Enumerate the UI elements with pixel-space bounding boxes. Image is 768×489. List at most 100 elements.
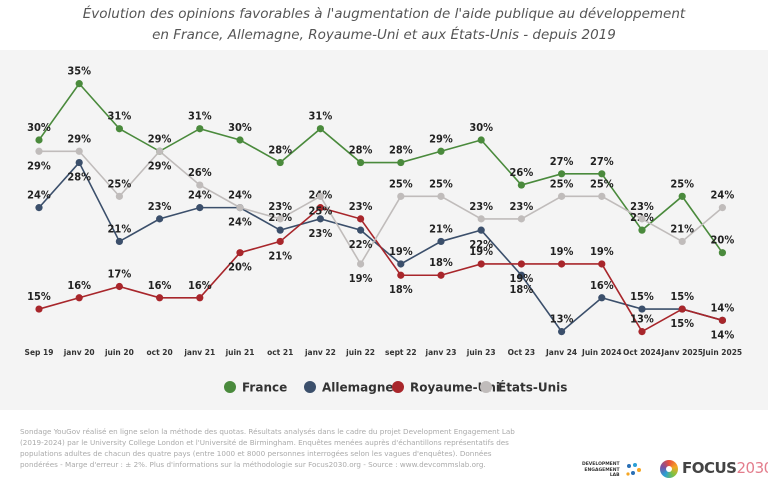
data-label: 23% (349, 200, 373, 213)
data-label: 14% (711, 328, 735, 341)
x-tick-label: juin 21 (225, 348, 255, 357)
data-point (558, 260, 566, 268)
x-tick-label: Janv 24 (545, 348, 577, 357)
data-point (718, 316, 727, 324)
data-point (598, 260, 606, 268)
data-label: 15% (670, 317, 694, 330)
data-label: 31% (188, 110, 212, 123)
data-point (196, 204, 204, 212)
x-tick-label: janv 23 (425, 348, 457, 357)
data-label: 31% (309, 110, 333, 123)
data-point (236, 136, 244, 144)
data-point (75, 294, 83, 302)
legend-label: Allemagne (322, 381, 394, 395)
data-point (397, 192, 405, 200)
data-point (718, 249, 727, 257)
focus2030-logo: FOCUS2030 (682, 459, 768, 477)
data-point (316, 215, 324, 223)
data-label: 19% (469, 245, 493, 258)
focus2030-logo-icon (660, 460, 678, 478)
data-label: 27% (550, 155, 574, 168)
x-tick-label: Oct 2024 (623, 348, 661, 357)
data-label: 18% (389, 283, 413, 296)
data-label: 25% (108, 177, 132, 190)
data-label: 28% (349, 144, 373, 157)
data-label: 24% (228, 216, 252, 229)
data-label: 24% (711, 189, 735, 202)
data-label: 16% (590, 279, 614, 292)
data-label: 26% (188, 166, 212, 179)
data-point (397, 271, 405, 279)
data-label: 29% (148, 159, 172, 172)
data-point (115, 125, 123, 133)
series-line-2 (38, 206, 723, 333)
data-label: 23% (309, 227, 333, 240)
legend-marker (392, 381, 404, 393)
data-point (196, 294, 204, 302)
data-label: 28% (268, 144, 292, 157)
data-label: 19% (590, 245, 614, 258)
legend-marker (224, 381, 236, 393)
x-tick-label: janv 22 (304, 348, 336, 357)
data-point (75, 80, 83, 88)
legend-label: États-Unis (498, 380, 567, 395)
data-point (638, 215, 646, 223)
data-point (115, 282, 123, 291)
subtitle-line: en France, Allemagne, Royaume-Uni et aux… (152, 27, 616, 43)
data-point (558, 327, 566, 336)
data-point (397, 260, 405, 268)
data-label: 23% (268, 200, 292, 213)
data-point (316, 204, 324, 212)
data-label: 21% (429, 222, 453, 235)
data-point (357, 260, 365, 268)
data-point (437, 147, 445, 155)
data-point (638, 327, 646, 336)
data-label: 23% (510, 200, 534, 213)
data-point (598, 170, 606, 178)
data-label: 30% (228, 121, 252, 134)
data-point (678, 192, 686, 200)
data-point (558, 192, 566, 200)
data-point (75, 147, 83, 155)
x-tick-label: Oct 23 (508, 348, 535, 357)
data-label: 21% (108, 222, 132, 235)
data-point (598, 294, 606, 302)
x-tick-label: sept 22 (385, 348, 417, 357)
data-label: 18% (429, 256, 453, 269)
data-point (35, 305, 43, 313)
data-point (638, 226, 646, 234)
data-point (437, 237, 445, 246)
data-label: 24% (27, 189, 51, 202)
data-point (196, 181, 204, 189)
del-logo-icon (626, 463, 641, 476)
data-label: 30% (27, 121, 51, 134)
data-point (678, 237, 686, 246)
data-point (357, 158, 365, 167)
data-label: 25% (389, 177, 413, 190)
data-point (35, 136, 43, 144)
data-label: 15% (27, 290, 51, 303)
data-point (718, 204, 727, 212)
data-point (276, 226, 284, 234)
data-label: 24% (188, 189, 212, 202)
data-point (357, 215, 365, 223)
data-label: 23% (469, 200, 493, 213)
x-tick-label: janv 21 (183, 348, 215, 357)
data-point (477, 226, 485, 234)
data-point (156, 294, 164, 302)
data-label: 23% (630, 200, 654, 213)
data-point (75, 158, 83, 167)
data-label: 31% (108, 110, 132, 123)
data-label: 28% (389, 144, 413, 157)
data-label: 16% (67, 279, 91, 292)
data-point (437, 271, 445, 279)
x-tick-label: Juin 2025 (702, 348, 743, 357)
data-label: 20% (711, 234, 735, 247)
x-tick-label: Sep 19 (25, 348, 54, 357)
data-point (236, 204, 244, 212)
data-point (517, 215, 526, 223)
footer-note: Sondage YouGov réalisé en ligne selon la… (20, 427, 515, 469)
data-label: 19% (550, 245, 574, 258)
data-label: 19% (389, 245, 413, 258)
